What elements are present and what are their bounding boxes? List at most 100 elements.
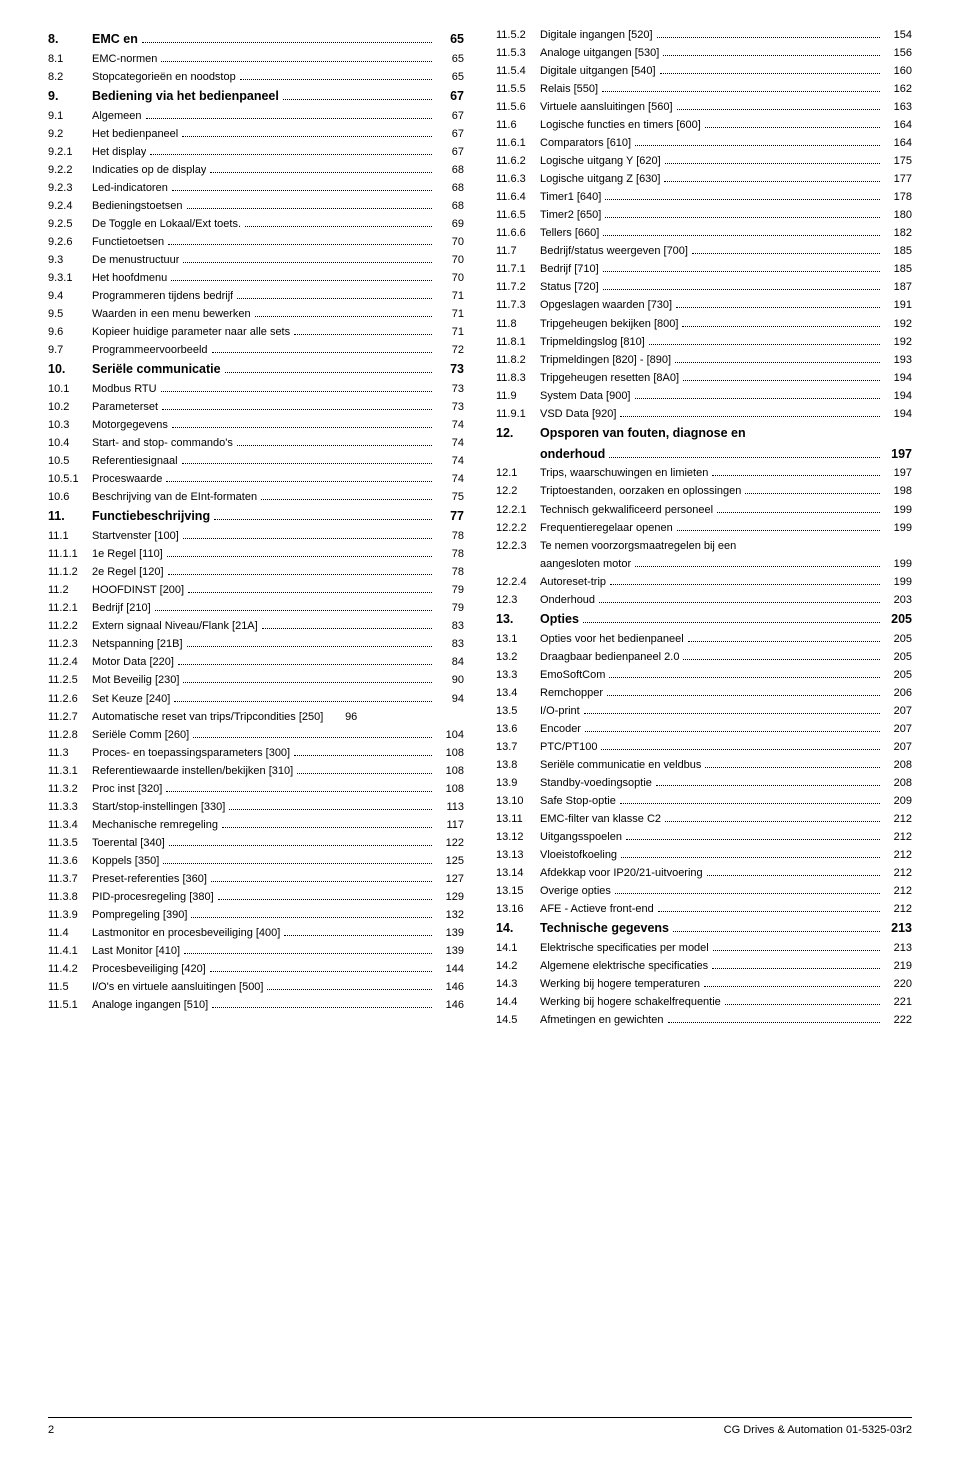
toc-entry: 13.8Seriële communicatie en veldbus208 (496, 758, 912, 773)
toc-number: 11.8.2 (496, 353, 540, 368)
toc-entry: 9.2Het bedienpaneel67 (48, 127, 464, 142)
toc-leader-dots (615, 893, 880, 894)
toc-number: 11.2 (48, 583, 92, 598)
toc-page: 208 (884, 776, 912, 791)
toc-title: Timer1 [640] (540, 190, 601, 205)
toc-number: 11.2.8 (48, 728, 92, 743)
toc-number: 9.2.2 (48, 163, 92, 178)
toc-title: Proceswaarde (92, 472, 162, 487)
toc-leader-dots (162, 409, 432, 410)
toc-title: Frequentieregelaar openen (540, 521, 673, 536)
toc-leader-dots (169, 845, 432, 846)
toc-number: 13.9 (496, 776, 540, 791)
toc-entry: 11.5.6Virtuele aansluitingen [560]163 (496, 100, 912, 115)
toc-page: 212 (884, 830, 912, 845)
toc-entry: 11.6.5Timer2 [650]180 (496, 208, 912, 223)
toc-page: 72 (436, 343, 464, 358)
toc-page: 212 (884, 902, 912, 917)
toc-page: 65 (436, 70, 464, 85)
toc-entry: 11.8.1Tripmeldingslog [810]192 (496, 335, 912, 350)
toc-number: 11.7.2 (496, 280, 540, 295)
toc-title: Analoge ingangen [510] (92, 998, 208, 1013)
toc-title: Triptoestanden, oorzaken en oplossingen (540, 484, 741, 499)
toc-entry: 9.4Programmeren tijdens bedrijf71 (48, 289, 464, 304)
toc-number: 11.2.6 (48, 692, 92, 707)
toc-leader-dots (610, 584, 880, 585)
toc-title: Relais [550] (540, 82, 598, 97)
toc-entry: 11.2HOOFDINST [200]79 (48, 583, 464, 598)
toc-leader-dots (167, 556, 432, 557)
toc-number: 12.2.1 (496, 503, 540, 518)
toc-entry: 9.2.3Led-indicatoren68 (48, 181, 464, 196)
toc-number: 11.9.1 (496, 407, 540, 422)
toc-page: 139 (436, 926, 464, 941)
toc-title: Motorgegevens (92, 418, 168, 433)
toc-page: 73 (436, 382, 464, 397)
toc-title: Digitale ingangen [520] (540, 28, 653, 43)
toc-entry: 11.3.1Referentiewaarde instellen/bekijke… (48, 764, 464, 779)
toc-leader-dots (172, 427, 432, 428)
toc-entry: 11.3.3Start/stop-instellingen [330]113 (48, 800, 464, 815)
toc-leader-dots (267, 989, 432, 990)
toc-title: Het hoofdmenu (92, 271, 167, 286)
toc-entry: 14.1Elektrische specificaties per model2… (496, 941, 912, 956)
toc-entry: 10.Seriële communicatie73 (48, 361, 464, 378)
toc-number: 10.5 (48, 454, 92, 469)
toc-title: Startvenster [100] (92, 529, 179, 544)
toc-page: 71 (436, 325, 464, 340)
toc-leader-dots (664, 181, 880, 182)
toc-leader-dots (182, 463, 432, 464)
toc-title: Analoge uitgangen [530] (540, 46, 659, 61)
toc-page: 192 (884, 317, 912, 332)
toc-leader-dots (607, 695, 880, 696)
toc-entry: 9.3De menustructuur70 (48, 253, 464, 268)
toc-leader-dots (657, 37, 880, 38)
toc-number: 13.11 (496, 812, 540, 827)
toc-page: 203 (884, 593, 912, 608)
toc-title: Tellers [660] (540, 226, 599, 241)
toc-page: 83 (436, 619, 464, 634)
toc-title: VSD Data [920] (540, 407, 616, 422)
toc-page: 205 (884, 650, 912, 665)
toc-entry: 14.4Werking bij hogere schakelfrequentie… (496, 995, 912, 1010)
toc-leader-dots (188, 592, 432, 593)
toc-entry: 11.5.2Digitale ingangen [520]154 (496, 28, 912, 43)
toc-entry: 12.Opsporen van fouten, diagnose en (496, 425, 912, 442)
toc-page: 70 (436, 253, 464, 268)
toc-page: 68 (436, 181, 464, 196)
toc-leader-dots (168, 574, 432, 575)
toc-leader-dots (229, 809, 432, 810)
toc-title: Onderhoud (540, 593, 595, 608)
toc-leader-dots (294, 755, 432, 756)
toc-title: Seriële communicatie (92, 361, 221, 378)
toc-leader-dots (602, 91, 880, 92)
toc-entry: 12.2.3Te nemen voorzorgsmaatregelen bij … (496, 539, 912, 554)
toc-number: 10.1 (48, 382, 92, 397)
toc-number: 8.1 (48, 52, 92, 67)
toc-page: 78 (436, 529, 464, 544)
toc-page: 104 (436, 728, 464, 743)
toc-entry: 9.3.1Het hoofdmenu70 (48, 271, 464, 286)
toc-entry: 13.5I/O-print207 (496, 704, 912, 719)
toc-leader-dots (658, 911, 880, 912)
toc-number: 11.2.3 (48, 637, 92, 652)
toc-number: 11.2.7 (48, 710, 92, 725)
toc-page: 74 (436, 472, 464, 487)
toc-page: 194 (884, 389, 912, 404)
toc-page: 74 (436, 454, 464, 469)
toc-leader-dots (284, 935, 432, 936)
toc-leader-dots (187, 208, 432, 209)
toc-leader-dots (682, 326, 880, 327)
toc-number: 13.3 (496, 668, 540, 683)
toc-entry: 11.1.11e Regel [110]78 (48, 547, 464, 562)
toc-leader-dots (146, 118, 432, 119)
toc-number: 11.7 (496, 244, 540, 259)
toc-leader-dots (660, 73, 880, 74)
toc-number: 11.8 (496, 317, 540, 332)
toc-leader-dots (677, 109, 880, 110)
toc-page: 175 (884, 154, 912, 169)
toc-title: De menustructuur (92, 253, 179, 268)
toc-entry: 11.5.5Relais [550]162 (496, 82, 912, 97)
toc-title: Status [720] (540, 280, 599, 295)
toc-leader-dots (663, 55, 880, 56)
